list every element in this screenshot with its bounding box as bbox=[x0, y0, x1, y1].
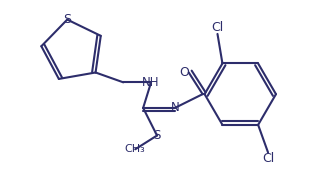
Text: N: N bbox=[170, 101, 179, 114]
Text: S: S bbox=[153, 129, 161, 142]
Text: NH: NH bbox=[142, 76, 160, 89]
Text: O: O bbox=[179, 66, 189, 79]
Text: CH₃: CH₃ bbox=[125, 144, 146, 154]
Text: Cl: Cl bbox=[262, 152, 274, 165]
Text: S: S bbox=[133, 149, 134, 150]
Text: Cl: Cl bbox=[211, 21, 224, 34]
Text: S: S bbox=[63, 13, 71, 26]
